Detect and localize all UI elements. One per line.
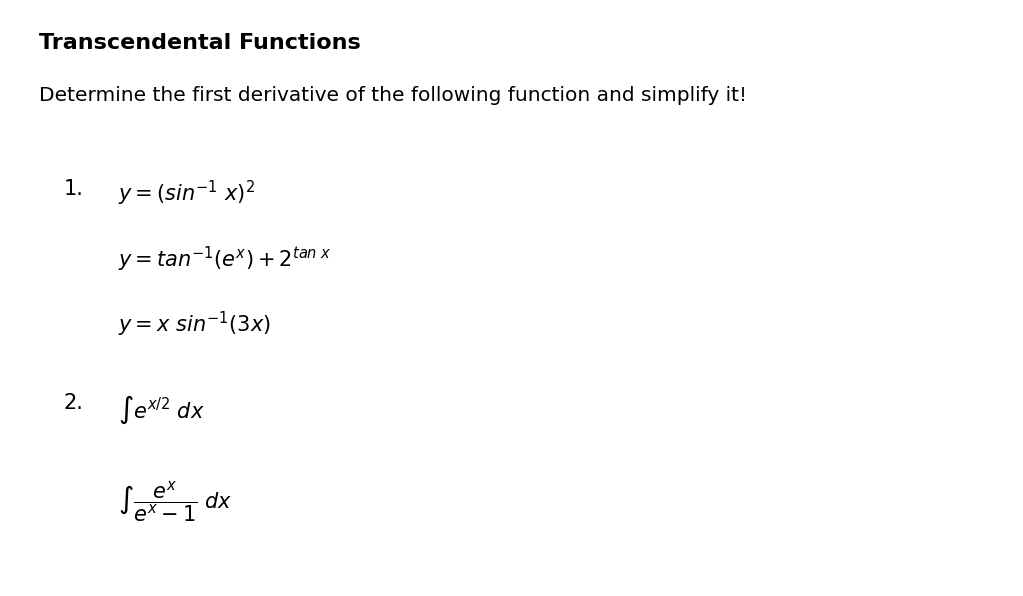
Text: $\int e^{x/2}\ dx$: $\int e^{x/2}\ dx$	[118, 393, 205, 426]
Text: $y = x\ \mathit{sin}^{-1}(3x)$: $y = x\ \mathit{sin}^{-1}(3x)$	[118, 310, 270, 339]
Text: $y = (\mathit{sin}^{-1}\ x)^2$: $y = (\mathit{sin}^{-1}\ x)^2$	[118, 179, 255, 208]
Text: Determine the first derivative of the following function and simplify it!: Determine the first derivative of the fo…	[39, 86, 747, 105]
Text: 1.: 1.	[63, 179, 83, 199]
Text: 2.: 2.	[63, 393, 83, 414]
Text: Transcendental Functions: Transcendental Functions	[39, 33, 361, 53]
Text: $y = \mathit{tan}^{-1}(e^x) + 2^{\mathit{tan}\ x}$: $y = \mathit{tan}^{-1}(e^x) + 2^{\mathit…	[118, 244, 331, 274]
Text: $\int \dfrac{e^x}{e^x - 1}\ dx$: $\int \dfrac{e^x}{e^x - 1}\ dx$	[118, 480, 232, 525]
